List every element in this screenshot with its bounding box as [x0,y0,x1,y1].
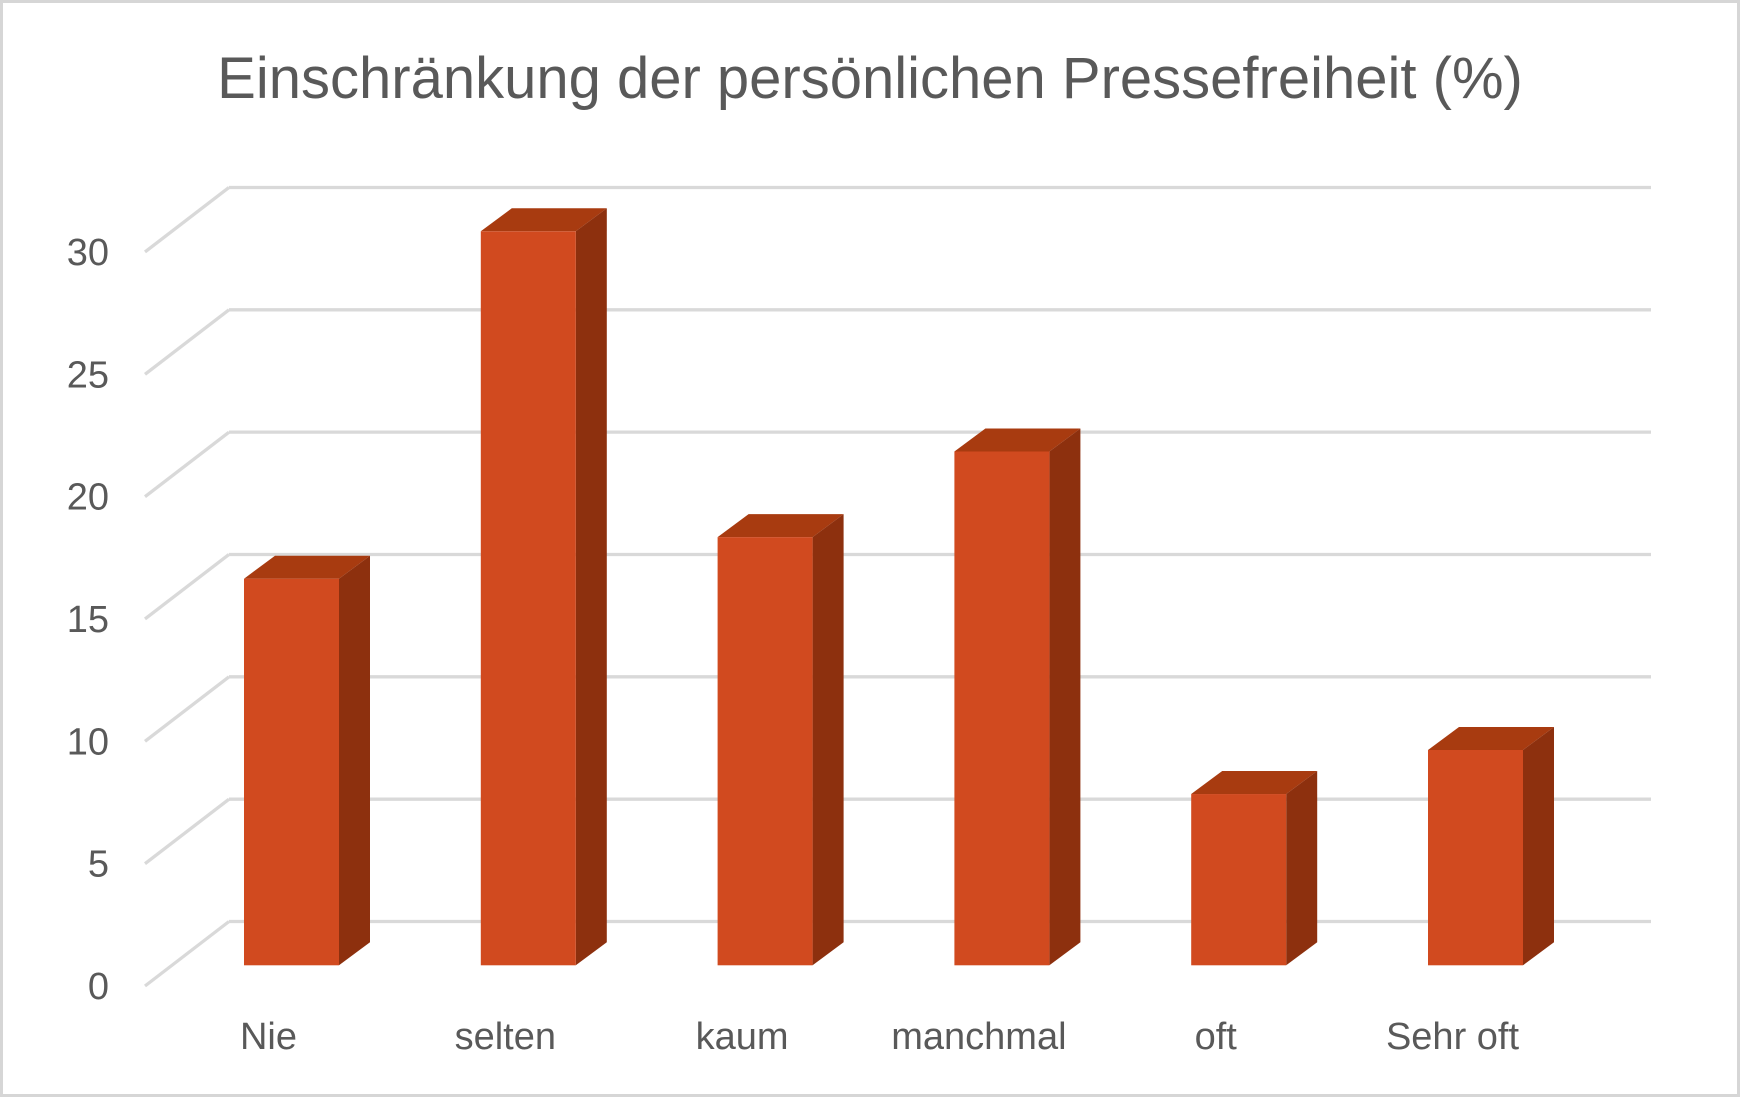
bar-front-face [480,231,576,966]
bar-front-face [1191,794,1287,966]
bar-side-face [339,555,370,966]
gridline-diagonal-20 [143,430,231,498]
y-axis-tick-10: 10 [67,721,109,763]
bar-front-face [244,578,339,966]
x-category-label-manchmal: manchmal [891,1016,1066,1058]
y-axis-tick-25: 25 [67,354,109,396]
bar-top-face [1428,726,1554,750]
bar-selten: selten [455,208,607,1058]
bar-nie: Nie [240,555,370,1058]
x-category-label-oft: oft [1195,1016,1238,1058]
y-axis-tick-0: 0 [88,966,109,1008]
bar-side-face [1523,726,1554,966]
chart-title: Einschränkung der persönlichen Pressefre… [217,46,1523,111]
gridline-diagonal-25 [143,308,231,376]
bar-top-face [480,208,607,232]
y-axis-tick-20: 20 [67,477,109,519]
bar-top-face [244,555,370,579]
bar-kaum: kaum [696,514,844,1058]
bar-front-face [954,451,1050,966]
gridline-diagonal-30 [143,186,231,254]
y-axis-tick-5: 5 [88,844,109,886]
bar-oft: oft [1191,771,1318,1058]
bar-side-face [812,514,844,966]
x-category-label-sehr-oft: Sehr oft [1386,1016,1520,1058]
gridline-diagonal-10 [143,675,231,743]
x-category-label-kaum: kaum [696,1016,789,1058]
bar-manchmal: manchmal [891,428,1081,1058]
bar-sehr-oft: Sehr oft [1386,726,1554,1058]
y-axis-tick-15: 15 [67,599,109,641]
bar-top-face [954,428,1081,452]
plot-area: 0 5 10 15 20 25 30 Nie selten kaum manchmal oft Sehr… [67,185,1651,1058]
gridline-diagonal-15 [143,553,231,621]
bar-front-face [1428,749,1523,966]
y-axis-tick-30: 30 [67,232,109,274]
gridline-diagonal-0 [143,920,231,988]
bar-front-face [717,537,813,966]
bar-top-face [717,514,844,538]
bar-side-face [1286,771,1318,966]
gridline-diagonal-5 [143,797,231,865]
bar-side-face [575,208,607,966]
bar-top-face [1191,771,1318,795]
x-category-label-selten: selten [455,1016,556,1058]
x-category-label-nie: Nie [240,1016,297,1058]
bar-side-face [1049,428,1081,966]
